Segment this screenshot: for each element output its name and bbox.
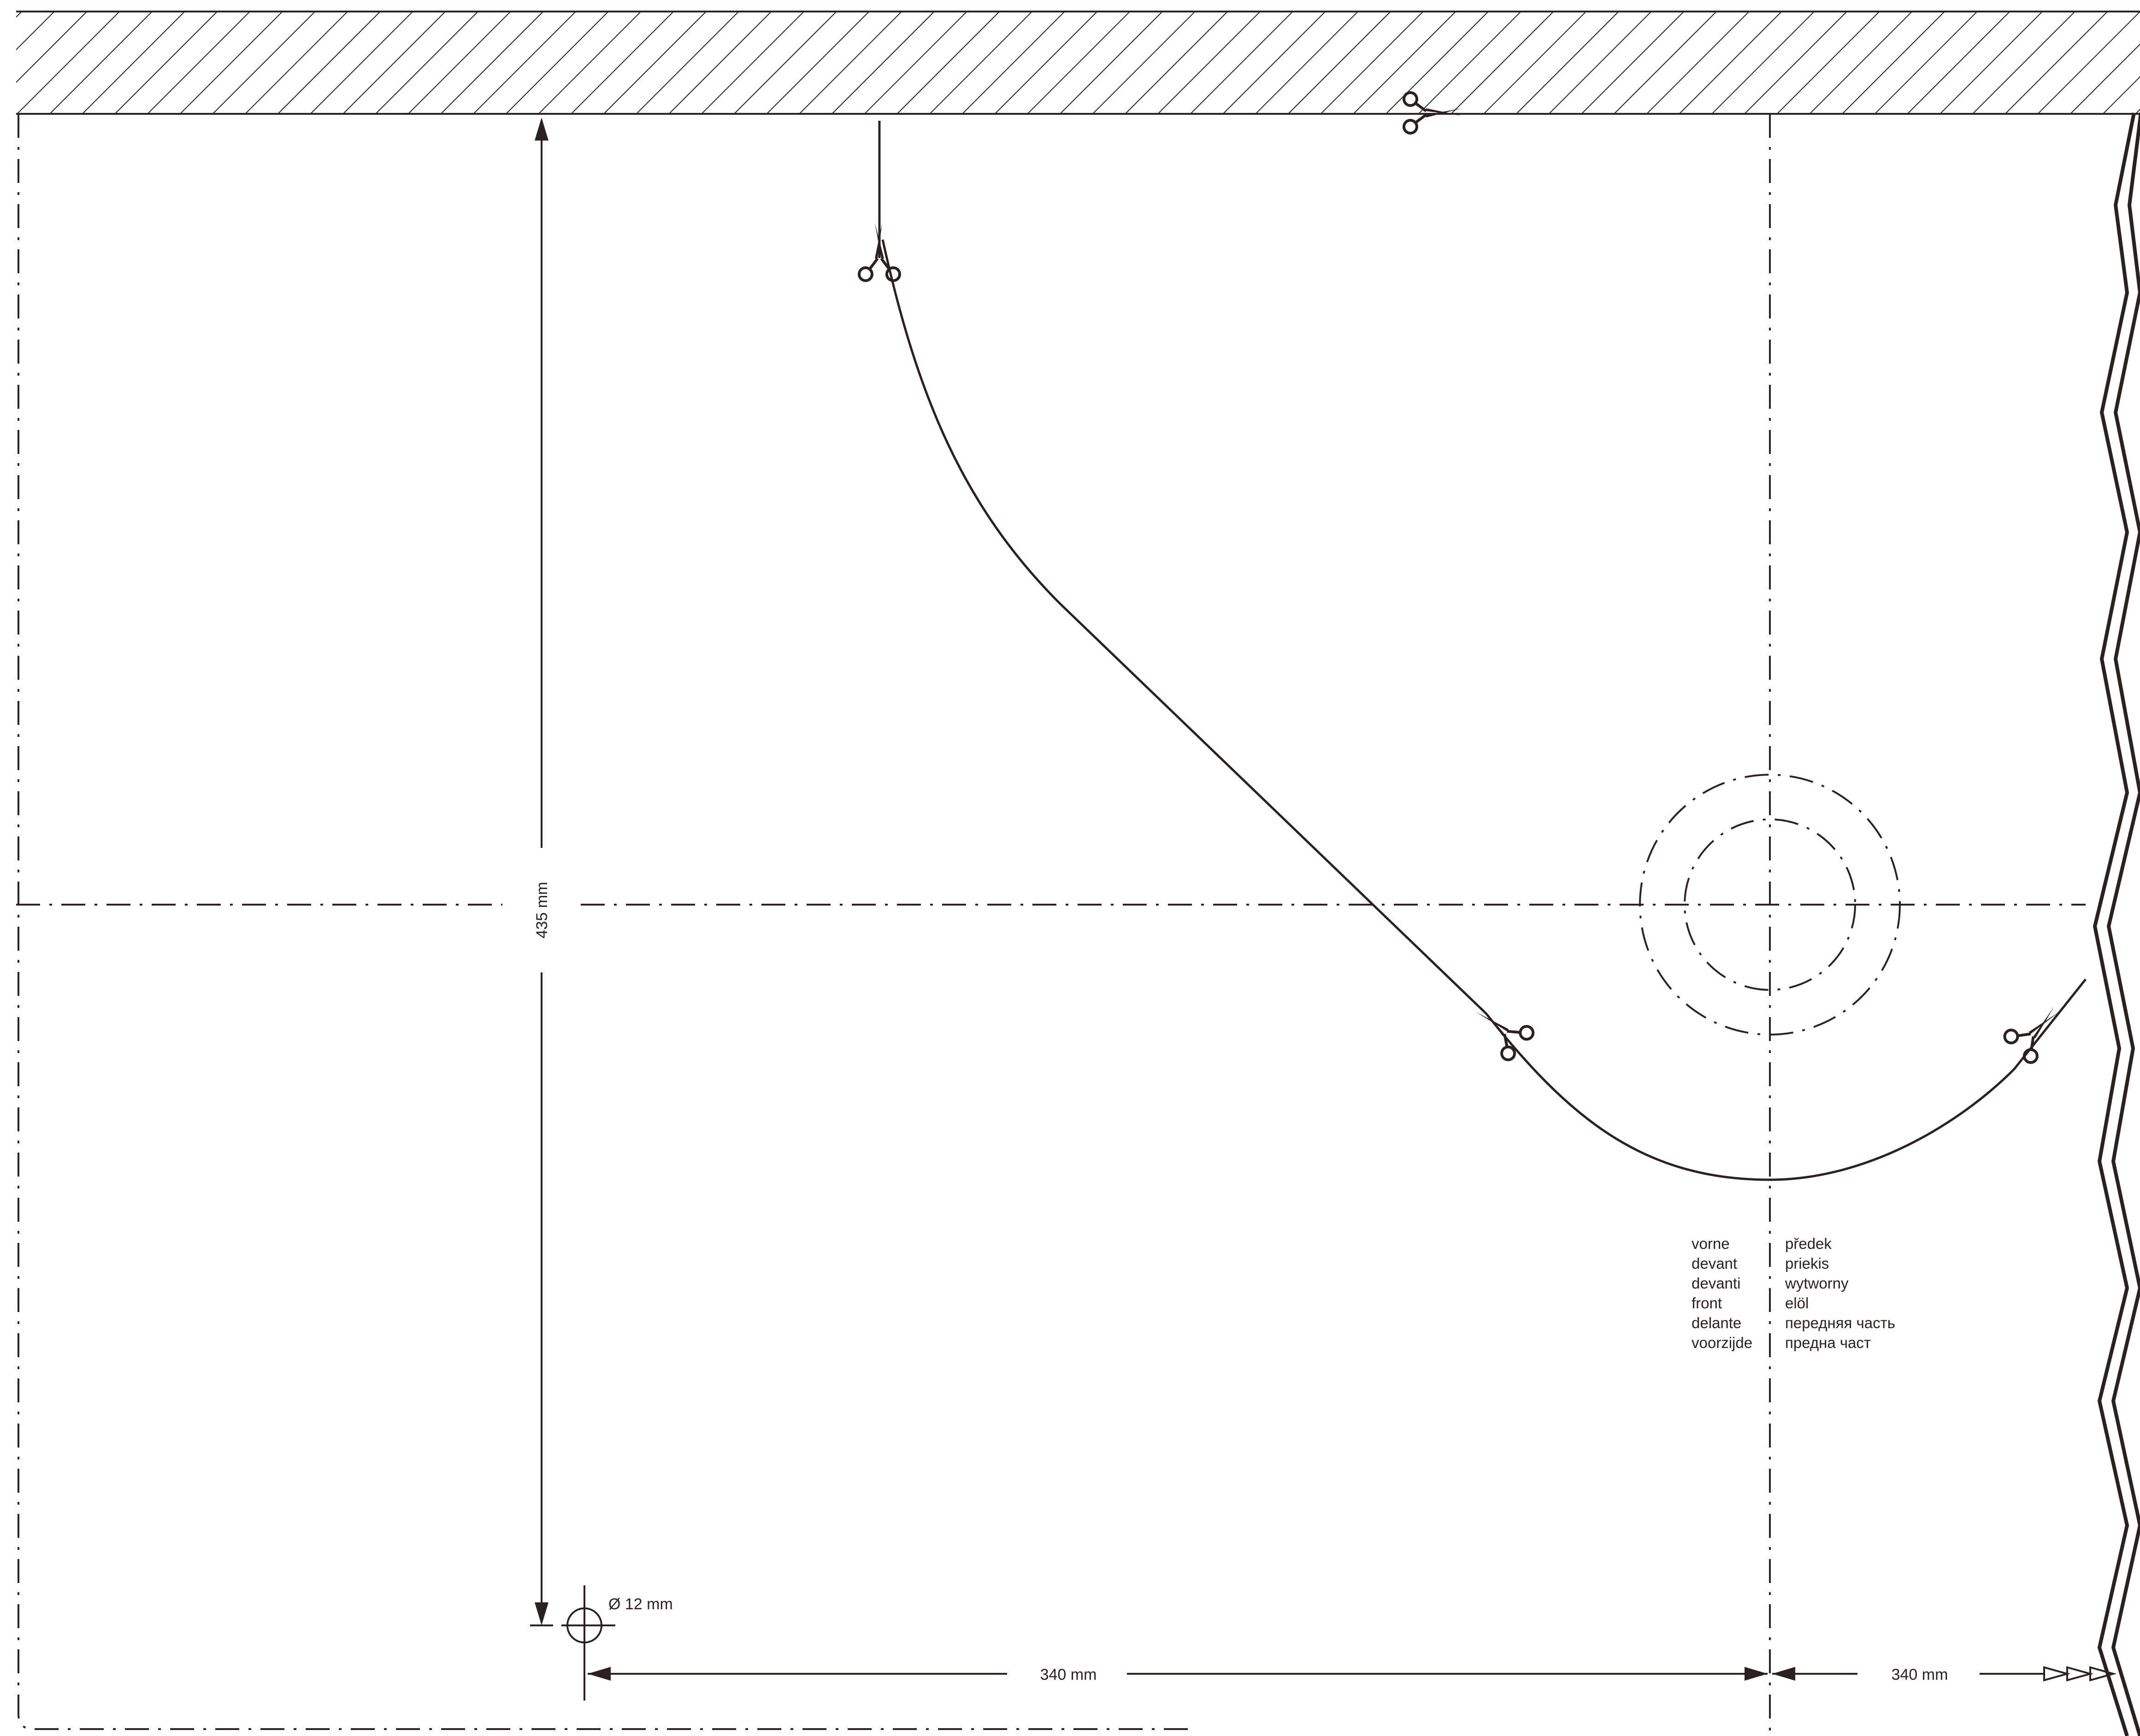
cut-line bbox=[878, 121, 2087, 1181]
hatched-border bbox=[16, 11, 2140, 115]
label-right-2: wytworny bbox=[1785, 1275, 1849, 1292]
crosshair-circle-icon bbox=[561, 1585, 615, 1701]
hole-label: Ø 12 mm bbox=[608, 1595, 673, 1613]
zigzag-edge bbox=[2093, 112, 2140, 1736]
pattern-outline bbox=[18, 114, 1189, 1730]
center-lines bbox=[16, 114, 2086, 1736]
height-label: 435 mm bbox=[533, 882, 551, 939]
label-right-0: předek bbox=[1785, 1235, 1832, 1252]
label-right-3: elöl bbox=[1785, 1295, 1809, 1312]
scissors-lower-right bbox=[2002, 995, 2072, 1065]
width-dimension-right bbox=[1772, 1667, 2044, 1681]
front-labels-left: vorne devant devanti front delante voorz… bbox=[1692, 1235, 1752, 1351]
label-right-5: предна част bbox=[1785, 1334, 1871, 1351]
width-dimension-left bbox=[588, 1667, 1768, 1681]
height-dimension bbox=[530, 118, 553, 1626]
triple-arrow-icon bbox=[2043, 1666, 2117, 1682]
width-label-right: 340 mm bbox=[1892, 1666, 1948, 1683]
neck-circles bbox=[1639, 774, 1901, 1036]
width-label-left: 340 mm bbox=[1040, 1666, 1097, 1683]
label-right-1: priekis bbox=[1785, 1255, 1829, 1272]
label-left-1: devant bbox=[1692, 1255, 1737, 1272]
label-left-3: front bbox=[1692, 1295, 1722, 1312]
front-labels-right: předek priekis wytworny elöl передняя ча… bbox=[1785, 1235, 1895, 1351]
label-left-0: vorne bbox=[1692, 1235, 1730, 1252]
label-right-4: передняя часть bbox=[1785, 1314, 1895, 1331]
label-left-4: delante bbox=[1692, 1314, 1741, 1331]
label-left-2: devanti bbox=[1692, 1275, 1740, 1292]
label-left-5: voorzijde bbox=[1692, 1334, 1752, 1351]
